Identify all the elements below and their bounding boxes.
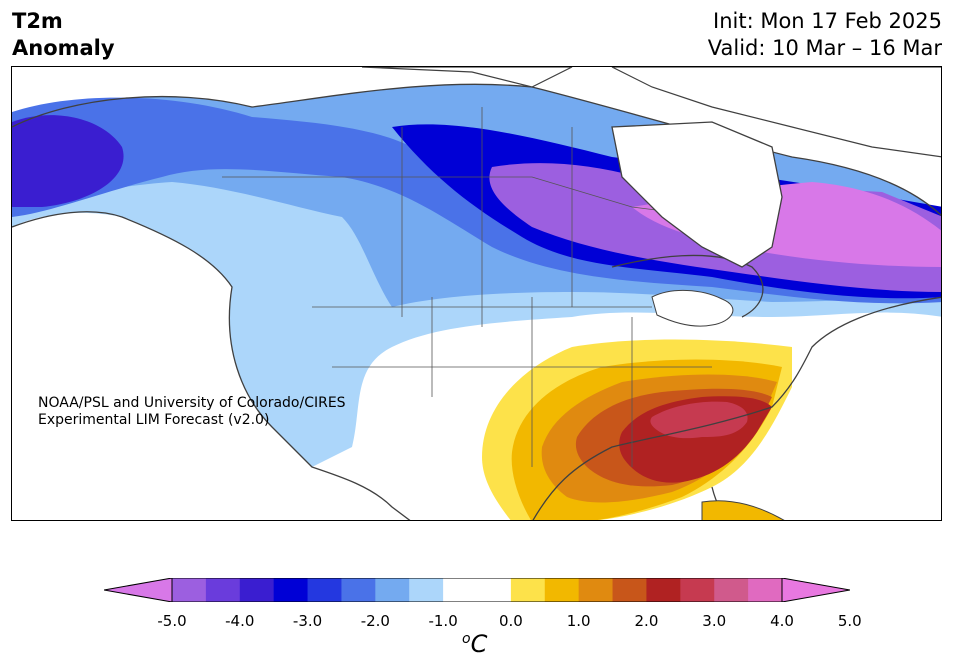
tick-label: -1.0: [428, 612, 458, 630]
colorbar: [104, 578, 850, 602]
coastlines: [12, 83, 941, 520]
colorbar-cell: [273, 578, 309, 602]
tick-label: 2.0: [634, 612, 659, 630]
colorbar-cell: [307, 578, 342, 602]
colorbar-cell: [375, 578, 410, 602]
credit-line-2: Experimental LIM Forecast (v2.0): [38, 412, 270, 428]
title-line-1: T2m: [12, 9, 63, 33]
anomaly-map: [11, 66, 942, 521]
map-canvas: [12, 67, 941, 520]
colorbar-cell: [510, 578, 546, 602]
init-date: Init: Mon 17 Feb 2025: [713, 9, 942, 33]
title-line-2: Anomaly: [12, 36, 115, 60]
colorbar-cell: [239, 578, 275, 602]
colorbar-cell: [477, 578, 512, 602]
tick-label: -3.0: [292, 612, 323, 630]
valid-range: Valid: 10 Mar – 16 Mar: [707, 36, 942, 60]
colorbar-cell: [646, 578, 681, 602]
tick-label: 0.0: [498, 612, 523, 630]
tick-label: -4.0: [225, 612, 255, 630]
colorbar-cells: [172, 578, 783, 602]
tick-label: 4.0: [770, 612, 794, 630]
colorbar-cell: [578, 578, 614, 602]
colorbar-cell: [172, 578, 207, 602]
forecast-dates: Init: Mon 17 Feb 2025 Valid: 10 Mar – 16…: [708, 8, 942, 62]
tick-label: 1.0: [566, 612, 591, 630]
arctic-islands: [361, 67, 941, 158]
colorbar-cell: [409, 578, 444, 602]
colorbar-cell: [748, 578, 783, 602]
tick-label: -5.0: [157, 612, 187, 630]
colorbar-cell: [680, 578, 715, 602]
cuba: [701, 500, 785, 520]
great-lakes: [651, 289, 734, 327]
colorbar-cell: [714, 578, 749, 602]
colorbar-cell: [544, 578, 580, 602]
colorbar-cell: [612, 578, 647, 602]
tick-label: 3.0: [702, 612, 727, 630]
colorbar-under-arrow: [104, 578, 173, 602]
colorbar-outline: [171, 578, 783, 602]
colorbar-over-arrow: [781, 578, 850, 602]
anomaly-region-crimson: [650, 401, 748, 439]
colorbar-cell: [443, 578, 478, 602]
data-credit: NOAA/PSL and University of Colorado/CIRE…: [38, 395, 346, 429]
tick-label: -2.0: [360, 612, 390, 630]
anomaly-region-darkblue: [12, 115, 124, 207]
tick-label: 5.0: [837, 612, 862, 630]
hudson-bay: [611, 121, 783, 268]
map-title: T2m Anomaly: [12, 8, 115, 62]
colorbar-cell: [205, 578, 241, 602]
colorbar-cell: [341, 578, 376, 602]
unit-degree-prefix: o: [462, 631, 471, 647]
credit-line-1: NOAA/PSL and University of Colorado/CIRE…: [38, 395, 346, 411]
unit-label: oC: [462, 630, 487, 658]
unit-symbol: C: [470, 630, 488, 658]
colorbar-tick-labels: -5.0 -4.0 -3.0 -2.0 -1.0 0.0 1.0 2.0 3.0 4.0 5.0: [0, 612, 954, 632]
